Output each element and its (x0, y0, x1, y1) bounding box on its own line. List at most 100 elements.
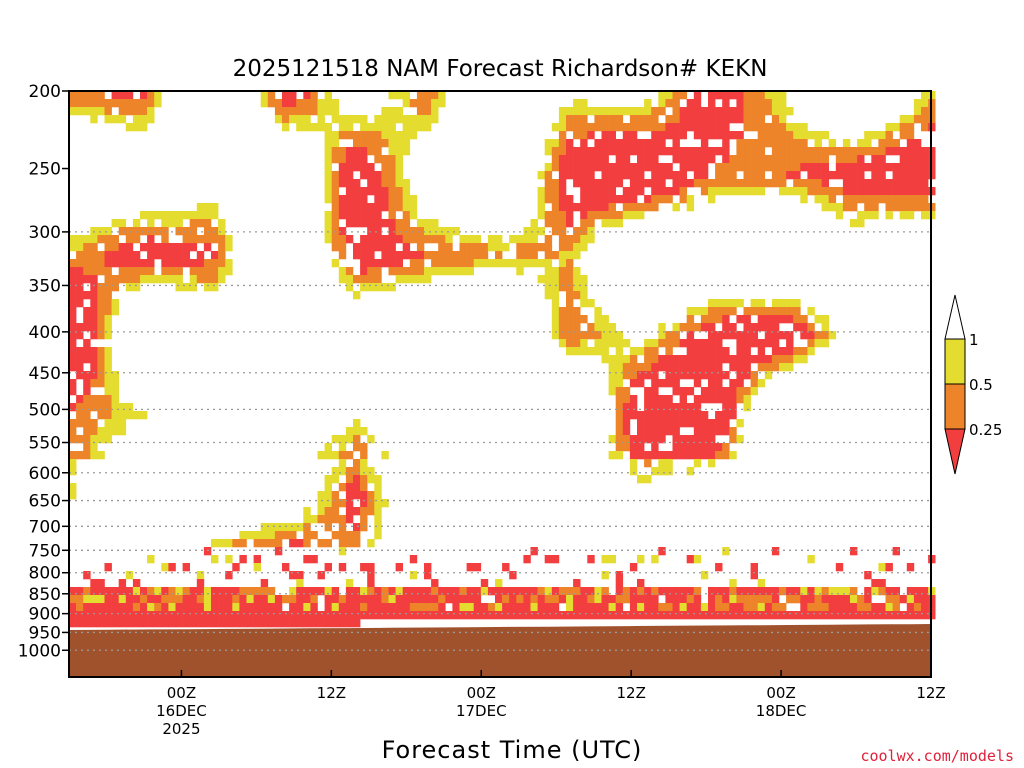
ri-cell (757, 107, 766, 116)
ri-cell (374, 523, 382, 532)
ri-cell (324, 147, 332, 156)
ri-cell (566, 251, 574, 260)
ri-cell (182, 211, 190, 220)
ri-cell (196, 619, 205, 628)
ri-cell (608, 387, 616, 396)
ri-cell (132, 411, 141, 420)
colorbar: 1 0.5 0.25 (944, 294, 1002, 475)
ri-cell (615, 107, 624, 116)
ri-cell (800, 139, 808, 148)
ri-cell (147, 227, 155, 236)
ri-cell (665, 163, 673, 172)
ri-cell (637, 139, 645, 148)
ri-cell (97, 619, 105, 628)
ri-cell (182, 619, 190, 628)
ri-cell (353, 443, 361, 452)
ri-cell (658, 163, 666, 172)
ri-cell (672, 443, 680, 452)
ri-cell (76, 611, 84, 620)
ri-cell (573, 115, 581, 124)
ri-cell (544, 283, 553, 292)
ri-cell (793, 355, 801, 364)
ri-cell (835, 171, 844, 180)
ri-cell (644, 139, 652, 148)
ri-cell (700, 107, 709, 116)
ri-cell (644, 155, 652, 164)
ri-cell (480, 251, 489, 260)
ri-cell (637, 187, 645, 196)
ri-cell (161, 563, 169, 572)
ri-cell (147, 259, 155, 268)
ri-cell (416, 603, 425, 612)
ri-cell (388, 139, 396, 148)
ri-cell (104, 427, 112, 436)
ri-cell (779, 611, 787, 620)
ri-cell (750, 563, 758, 572)
ri-cell (551, 267, 560, 276)
ri-cell (104, 563, 112, 572)
ri-cell (331, 171, 340, 180)
ri-cell (878, 611, 886, 620)
ri-cell (708, 107, 716, 116)
ri-cell (594, 611, 602, 620)
ri-cell (672, 411, 680, 420)
ri-cell (473, 563, 482, 572)
ri-cell (807, 587, 815, 596)
ri-cell (722, 419, 730, 428)
ri-cell (651, 347, 659, 356)
ri-cell (104, 291, 112, 300)
ri-cell (587, 203, 595, 212)
ri-cell (629, 603, 638, 612)
ri-cell (679, 147, 687, 156)
ri-cell (793, 611, 801, 620)
ri-cell (573, 307, 581, 316)
ri-cell (651, 363, 659, 372)
ri-cell (644, 115, 652, 124)
ri-cell (282, 563, 290, 572)
ri-cell (310, 555, 318, 564)
ri-cell (140, 595, 148, 604)
ri-cell (786, 347, 794, 356)
ri-cell (466, 611, 474, 620)
ri-cell (644, 339, 652, 348)
ri-cell (104, 355, 112, 364)
ri-cell (629, 163, 638, 172)
ri-cell (544, 179, 553, 188)
ri-cell (331, 475, 340, 484)
ri-cell (665, 147, 673, 156)
ri-cell (544, 187, 553, 196)
ri-cell (573, 347, 581, 356)
ri-cell (97, 283, 105, 292)
ri-cell (111, 427, 119, 436)
ri-cell (828, 203, 837, 212)
ri-cell (708, 155, 716, 164)
ri-cell (686, 403, 695, 412)
ri-cell (154, 275, 162, 284)
ri-cell (267, 531, 276, 540)
ri-cell (161, 259, 169, 268)
ri-cell (708, 91, 716, 100)
ri-cell (672, 339, 680, 348)
ri-cell (622, 587, 631, 596)
ri-cell (729, 355, 737, 364)
ri-cell (857, 595, 865, 604)
ri-cell (83, 355, 91, 364)
ri-cell (764, 611, 773, 620)
ri-cell (580, 123, 588, 132)
ri-cell (118, 259, 127, 268)
ri-cell (700, 451, 709, 460)
ri-cell (800, 587, 808, 596)
ri-cell (495, 603, 503, 612)
ri-cell (608, 323, 616, 332)
ri-cell (360, 283, 368, 292)
ri-cell (807, 555, 815, 564)
ri-cell (594, 347, 602, 356)
ri-cell (282, 107, 290, 116)
ri-cell (921, 123, 929, 132)
ri-cell (864, 187, 872, 196)
ri-cell (693, 163, 702, 172)
ri-cell (438, 595, 446, 604)
ri-cell (182, 259, 190, 268)
ri-cell (672, 587, 680, 596)
ri-cell (700, 323, 709, 332)
